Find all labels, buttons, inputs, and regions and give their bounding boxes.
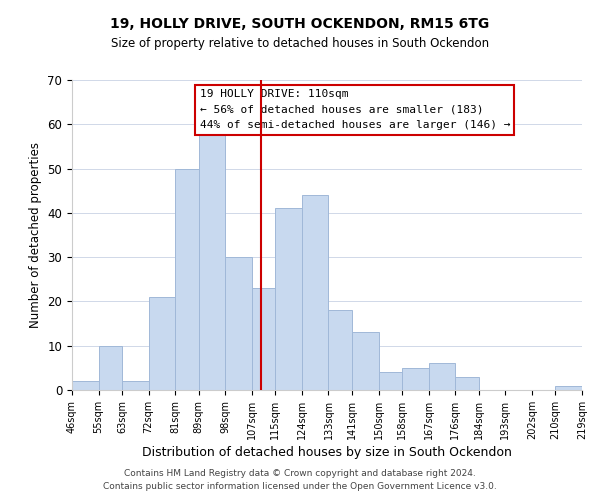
- Bar: [429, 364, 455, 390]
- Bar: [455, 376, 479, 390]
- X-axis label: Distribution of detached houses by size in South Ockendon: Distribution of detached houses by size …: [142, 446, 512, 459]
- Bar: [225, 257, 252, 390]
- Bar: [72, 381, 98, 390]
- Bar: [556, 386, 582, 390]
- Y-axis label: Number of detached properties: Number of detached properties: [29, 142, 42, 328]
- Text: 19 HOLLY DRIVE: 110sqm
← 56% of detached houses are smaller (183)
44% of semi-de: 19 HOLLY DRIVE: 110sqm ← 56% of detached…: [199, 90, 510, 130]
- Text: Size of property relative to detached houses in South Ockendon: Size of property relative to detached ho…: [111, 38, 489, 51]
- Bar: [402, 368, 429, 390]
- Bar: [122, 381, 149, 390]
- Bar: [379, 372, 402, 390]
- Bar: [252, 288, 275, 390]
- Text: Contains public sector information licensed under the Open Government Licence v3: Contains public sector information licen…: [103, 482, 497, 491]
- Text: Contains HM Land Registry data © Crown copyright and database right 2024.: Contains HM Land Registry data © Crown c…: [124, 468, 476, 477]
- Text: 19, HOLLY DRIVE, SOUTH OCKENDON, RM15 6TG: 19, HOLLY DRIVE, SOUTH OCKENDON, RM15 6T…: [110, 18, 490, 32]
- Bar: [328, 310, 352, 390]
- Bar: [352, 332, 379, 390]
- Bar: [199, 133, 225, 390]
- Bar: [275, 208, 302, 390]
- Bar: [302, 195, 328, 390]
- Bar: [149, 297, 175, 390]
- Bar: [175, 168, 199, 390]
- Bar: [98, 346, 122, 390]
